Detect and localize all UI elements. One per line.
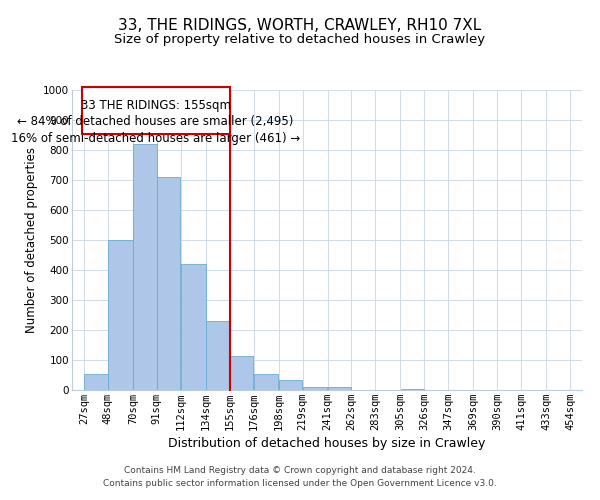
Bar	[84, 374, 107, 390]
Bar	[133, 144, 157, 390]
Text: Contains HM Land Registry data © Crown copyright and database right 2024.
Contai: Contains HM Land Registry data © Crown c…	[103, 466, 497, 487]
Bar	[328, 387, 351, 390]
Bar	[157, 177, 181, 390]
X-axis label: Distribution of detached houses by size in Crawley: Distribution of detached houses by size …	[169, 437, 485, 450]
Bar	[230, 356, 253, 390]
FancyBboxPatch shape	[82, 87, 230, 134]
Text: Size of property relative to detached houses in Crawley: Size of property relative to detached ho…	[115, 32, 485, 46]
Bar	[303, 387, 328, 390]
Bar	[206, 321, 229, 390]
Bar	[181, 264, 206, 390]
Text: 33 THE RIDINGS: 155sqm: 33 THE RIDINGS: 155sqm	[80, 99, 230, 112]
Text: 16% of semi-detached houses are larger (461) →: 16% of semi-detached houses are larger (…	[11, 132, 300, 145]
Bar	[108, 240, 133, 390]
Bar	[401, 388, 424, 390]
Text: 33, THE RIDINGS, WORTH, CRAWLEY, RH10 7XL: 33, THE RIDINGS, WORTH, CRAWLEY, RH10 7X…	[118, 18, 482, 32]
Bar	[254, 374, 278, 390]
Text: ← 84% of detached houses are smaller (2,495): ← 84% of detached houses are smaller (2,…	[17, 116, 294, 128]
Y-axis label: Number of detached properties: Number of detached properties	[25, 147, 38, 333]
Bar	[279, 380, 302, 390]
